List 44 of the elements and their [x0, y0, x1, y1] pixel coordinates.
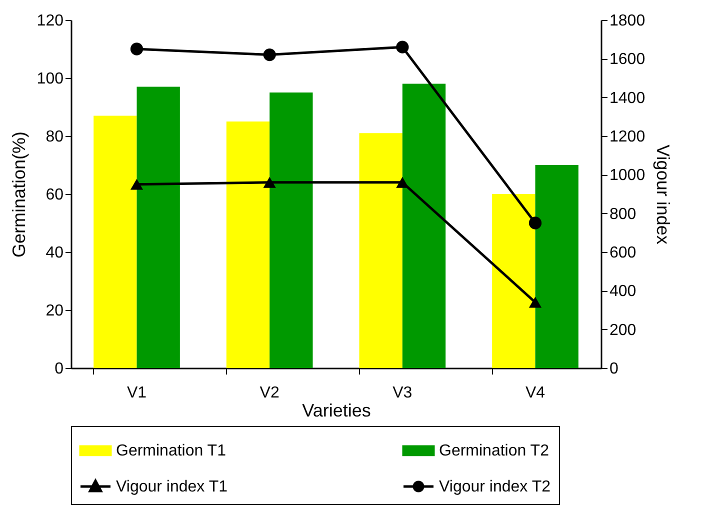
x-tick-label: V3 — [392, 384, 412, 402]
y2-tick-label: 400 — [610, 283, 636, 300]
y-tick-label: 0 — [54, 360, 64, 378]
y-tick-label: 60 — [46, 186, 64, 204]
legend-label: Germination T1 — [116, 442, 226, 460]
y-tick-label: 40 — [46, 244, 64, 262]
bar — [94, 116, 137, 368]
bar — [402, 84, 446, 368]
y-tick-label: 120 — [36, 12, 64, 30]
point — [396, 176, 409, 188]
y2-tick-label: 600 — [610, 244, 636, 262]
bar — [270, 92, 313, 368]
legend-label: Vigour index T2 — [439, 478, 551, 496]
y-axis-title: Germination(%) — [8, 131, 29, 258]
y2-tick-label: 1600 — [610, 51, 646, 68]
y2-tick-label: 1800 — [610, 12, 646, 30]
bar — [535, 165, 578, 368]
y2-tick-label: 1200 — [610, 128, 646, 146]
point — [396, 40, 409, 54]
bar — [492, 194, 536, 368]
legend-label: Vigour index T1 — [116, 478, 228, 496]
y2-tick-label: 0 — [610, 360, 618, 378]
y-tick-label: 80 — [46, 128, 64, 146]
x-tick-label: V2 — [260, 384, 280, 402]
y-tick-label: 100 — [36, 70, 64, 88]
point — [130, 178, 144, 190]
y2-tick-label: 1400 — [610, 90, 646, 107]
point — [130, 42, 144, 56]
y2-tick-label: 1000 — [610, 167, 646, 184]
legend-label: Germination T2 — [439, 442, 550, 460]
bar — [359, 133, 402, 368]
y-tick-label: 20 — [46, 302, 64, 320]
y2-axis-title: Vigour index — [653, 144, 674, 244]
x-tick-label: V1 — [126, 384, 147, 402]
point — [528, 296, 542, 308]
x-axis-title: Varieties — [302, 400, 371, 420]
point — [528, 216, 542, 230]
y2-tick-label: 800 — [610, 206, 636, 223]
point — [263, 48, 276, 62]
bar — [136, 86, 180, 368]
bar — [226, 122, 270, 368]
x-tick-label: V4 — [525, 384, 546, 402]
y2-tick-label: 200 — [610, 322, 636, 339]
point — [263, 176, 276, 188]
